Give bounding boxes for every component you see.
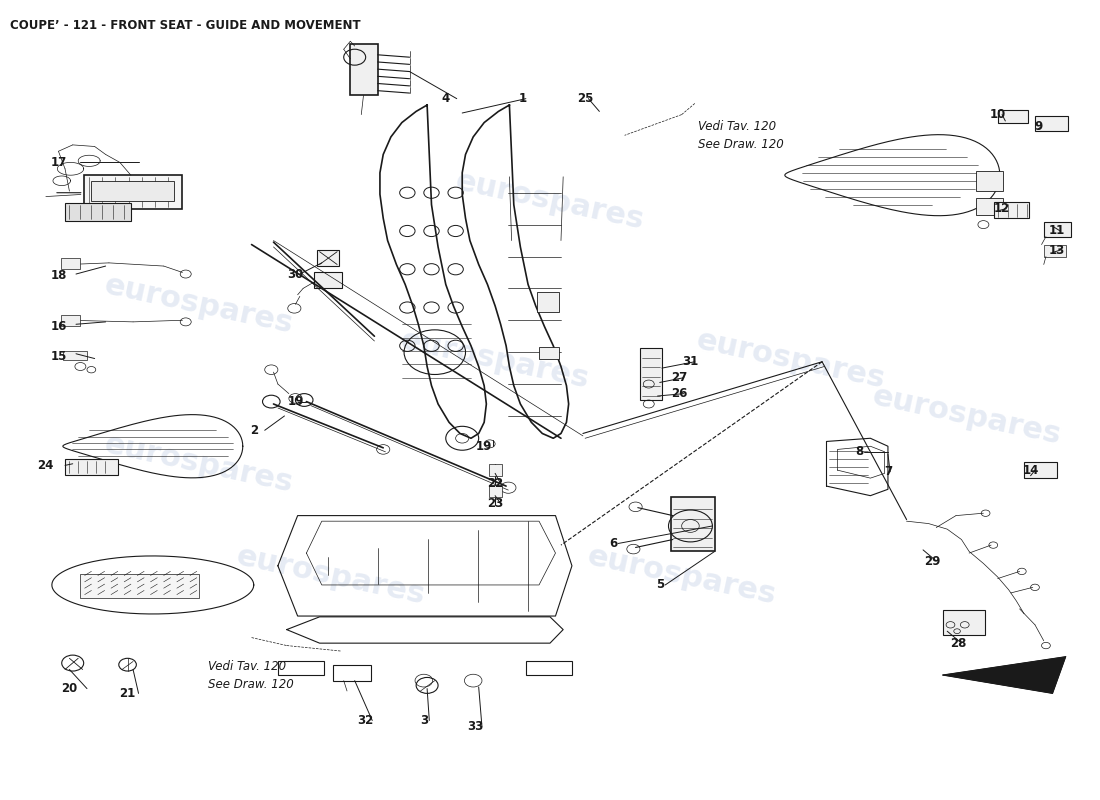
Text: eurospares: eurospares <box>101 430 296 498</box>
Text: 15: 15 <box>51 350 67 362</box>
Text: 8: 8 <box>856 446 864 458</box>
Text: 23: 23 <box>487 497 504 510</box>
Text: 22: 22 <box>487 478 504 490</box>
Bar <box>943 610 984 635</box>
Bar <box>80 574 199 598</box>
Bar <box>350 44 377 95</box>
Text: 18: 18 <box>51 269 67 282</box>
Bar <box>537 292 559 312</box>
Text: 9: 9 <box>1034 120 1043 133</box>
Bar <box>998 110 1028 122</box>
Bar <box>318 250 339 266</box>
Text: eurospares: eurospares <box>101 270 296 338</box>
Text: 26: 26 <box>671 387 688 400</box>
Text: 25: 25 <box>576 92 593 105</box>
Text: eurospares: eurospares <box>870 382 1064 450</box>
Bar <box>1024 462 1057 478</box>
Text: eurospares: eurospares <box>233 541 428 610</box>
Polygon shape <box>943 657 1066 694</box>
Bar <box>332 665 371 681</box>
Bar <box>278 661 324 675</box>
Bar <box>994 202 1030 218</box>
Text: 29: 29 <box>924 554 940 567</box>
Text: 31: 31 <box>682 355 698 368</box>
Bar <box>526 661 572 675</box>
Bar <box>640 348 662 400</box>
Text: eurospares: eurospares <box>398 326 592 394</box>
Text: 30: 30 <box>287 267 304 281</box>
Bar <box>84 175 183 209</box>
Text: 14: 14 <box>1022 464 1038 477</box>
Text: eurospares: eurospares <box>453 166 647 235</box>
Text: 27: 27 <box>671 371 688 384</box>
Text: 19: 19 <box>476 440 493 453</box>
Bar <box>65 459 118 475</box>
Text: 2: 2 <box>250 424 257 437</box>
Text: 12: 12 <box>994 202 1010 215</box>
Text: 3: 3 <box>420 714 428 727</box>
Bar <box>1044 246 1066 257</box>
Text: COUPE’ - 121 - FRONT SEAT - GUIDE AND MOVEMENT: COUPE’ - 121 - FRONT SEAT - GUIDE AND MO… <box>10 19 361 32</box>
Bar <box>63 350 87 360</box>
Text: 19: 19 <box>287 395 304 408</box>
Text: 10: 10 <box>990 108 1005 121</box>
Bar <box>671 498 715 551</box>
Bar <box>539 346 559 358</box>
Text: 6: 6 <box>609 537 618 550</box>
Text: eurospares: eurospares <box>584 541 779 610</box>
Bar <box>65 203 131 221</box>
Text: 16: 16 <box>51 320 67 333</box>
Bar <box>60 314 80 326</box>
Text: 17: 17 <box>51 156 67 169</box>
Bar <box>976 171 1003 191</box>
Text: 1: 1 <box>518 92 527 105</box>
Text: 28: 28 <box>950 637 967 650</box>
Bar <box>315 273 341 288</box>
Bar <box>1044 222 1071 237</box>
Bar <box>1035 116 1068 130</box>
Text: 20: 20 <box>62 682 77 695</box>
Bar <box>976 198 1003 215</box>
Bar <box>60 258 80 270</box>
Text: Vedi Tav. 120
See Draw. 120: Vedi Tav. 120 See Draw. 120 <box>698 120 784 151</box>
Bar <box>488 464 502 476</box>
Text: 24: 24 <box>37 459 54 472</box>
Bar <box>488 486 502 498</box>
Text: Vedi Tav. 120
See Draw. 120: Vedi Tav. 120 See Draw. 120 <box>208 659 294 690</box>
Text: 32: 32 <box>358 714 374 727</box>
Text: 11: 11 <box>1048 225 1065 238</box>
Text: 33: 33 <box>468 720 484 734</box>
Bar <box>91 181 174 201</box>
Text: 4: 4 <box>441 92 450 105</box>
Text: 7: 7 <box>884 466 892 478</box>
Text: 5: 5 <box>656 578 663 591</box>
Text: eurospares: eurospares <box>694 326 889 394</box>
Text: 13: 13 <box>1048 244 1065 257</box>
Text: 21: 21 <box>120 687 135 700</box>
